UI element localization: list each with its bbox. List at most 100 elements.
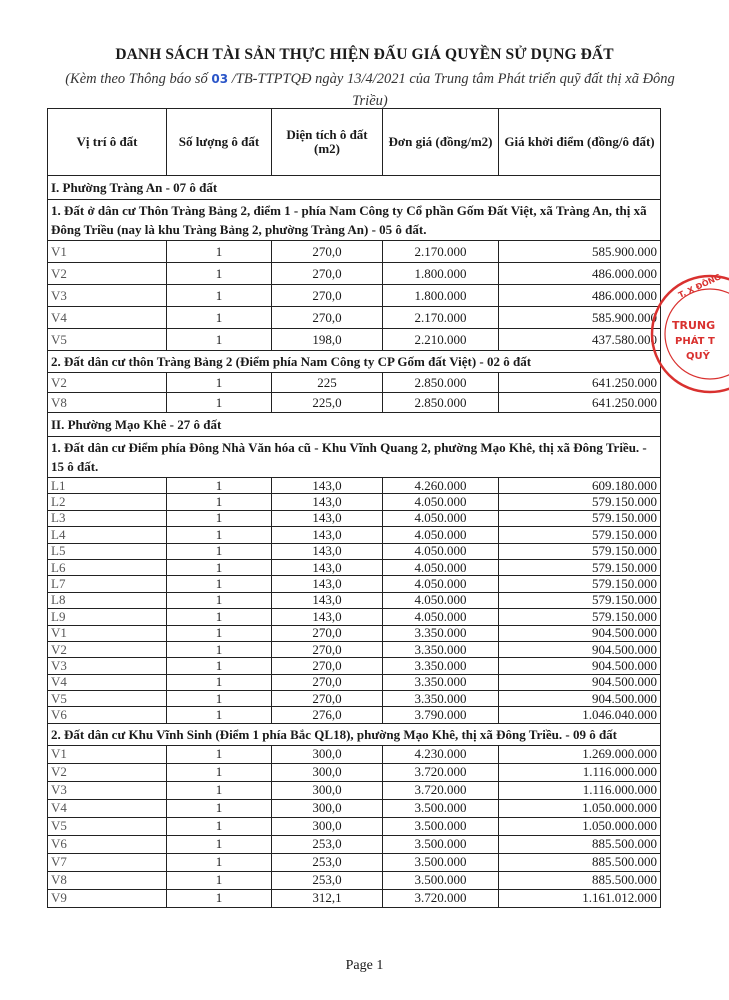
table-row: V4 1 270,0 3.350.000 904.500.000 bbox=[47, 673, 661, 692]
cell-position: V4 bbox=[47, 306, 167, 329]
cell-position: L7 bbox=[47, 575, 167, 593]
notice-number: 03 bbox=[211, 72, 229, 86]
group-title: 2. Đất dân cư thôn Tràng Bảng 2 (Điểm ph… bbox=[47, 350, 661, 373]
cell-area: 143,0 bbox=[271, 526, 383, 544]
cell-quantity: 1 bbox=[166, 328, 272, 351]
cell-quantity: 1 bbox=[166, 608, 272, 626]
cell-quantity: 1 bbox=[166, 284, 272, 307]
cell-quantity: 1 bbox=[166, 780, 272, 800]
cell-quantity: 1 bbox=[166, 816, 272, 836]
cell-position: V8 bbox=[47, 392, 167, 413]
section-title: I. Phường Tràng An - 07 ô đất bbox=[47, 175, 661, 200]
cell-unit-price: 3.720.000 bbox=[382, 762, 499, 782]
cell-area: 270,0 bbox=[271, 240, 383, 263]
cell-quantity: 1 bbox=[166, 262, 272, 285]
cell-unit-price: 4.050.000 bbox=[382, 509, 499, 528]
cell-quantity: 1 bbox=[166, 240, 272, 263]
cell-position: L8 bbox=[47, 591, 167, 610]
cell-area: 143,0 bbox=[271, 476, 383, 495]
cell-position: V2 bbox=[47, 762, 167, 782]
cell-position: V6 bbox=[47, 706, 167, 724]
cell-starting-price: 904.500.000 bbox=[498, 657, 661, 675]
cell-position: L3 bbox=[47, 509, 167, 528]
cell-position: V5 bbox=[47, 690, 167, 708]
cell-unit-price: 3.790.000 bbox=[382, 706, 499, 724]
cell-starting-price: 609.180.000 bbox=[498, 476, 661, 495]
table-row: L2 1 143,0 4.050.000 579.150.000 bbox=[47, 493, 661, 511]
cell-unit-price: 3.500.000 bbox=[382, 852, 499, 872]
table-row: V2 1 300,0 3.720.000 1.116.000.000 bbox=[47, 762, 661, 782]
cell-area: 270,0 bbox=[271, 690, 383, 708]
cell-unit-price: 4.050.000 bbox=[382, 591, 499, 610]
cell-quantity: 1 bbox=[166, 542, 272, 560]
cell-position: L2 bbox=[47, 493, 167, 511]
cell-starting-price: 579.150.000 bbox=[498, 509, 661, 528]
table-row: L3 1 143,0 4.050.000 579.150.000 bbox=[47, 509, 661, 528]
table-row: V1 1 270,0 2.170.000 585.900.000 bbox=[47, 240, 661, 263]
table-row: V6 1 276,0 3.790.000 1.046.040.000 bbox=[47, 706, 661, 724]
cell-starting-price: 885.500.000 bbox=[498, 870, 661, 890]
group-row: 1. Đất ở dân cư Thôn Tràng Bảng 2, điểm … bbox=[47, 199, 661, 241]
cell-area: 300,0 bbox=[271, 816, 383, 836]
cell-quantity: 1 bbox=[166, 744, 272, 764]
cell-unit-price: 4.260.000 bbox=[382, 476, 499, 495]
cell-unit-price: 3.500.000 bbox=[382, 870, 499, 890]
table-row: V1 1 270,0 3.350.000 904.500.000 bbox=[47, 624, 661, 642]
group-title: 1. Đất ở dân cư Thôn Tràng Bảng 2, điểm … bbox=[47, 199, 661, 241]
cell-quantity: 1 bbox=[166, 558, 272, 577]
cell-starting-price: 885.500.000 bbox=[498, 834, 661, 854]
group-title: 2. Đất dân cư Khu Vĩnh Sinh (Điểm 1 phía… bbox=[47, 722, 661, 746]
cell-area: 143,0 bbox=[271, 558, 383, 577]
cell-area: 253,0 bbox=[271, 852, 383, 872]
cell-unit-price: 3.350.000 bbox=[382, 640, 499, 659]
group-row: 2. Đất dân cư Khu Vĩnh Sinh (Điểm 1 phía… bbox=[47, 722, 661, 746]
table-row: V4 1 300,0 3.500.000 1.050.000.000 bbox=[47, 798, 661, 818]
cell-starting-price: 904.500.000 bbox=[498, 690, 661, 708]
cell-unit-price: 3.720.000 bbox=[382, 888, 499, 908]
header-starting-price: Giá khởi điểm (đồng/ô đất) bbox=[498, 108, 661, 176]
cell-area: 143,0 bbox=[271, 591, 383, 610]
cell-starting-price: 1.161.012.000 bbox=[498, 888, 661, 908]
cell-unit-price: 4.050.000 bbox=[382, 542, 499, 560]
cell-starting-price: 579.150.000 bbox=[498, 608, 661, 626]
cell-quantity: 1 bbox=[166, 509, 272, 528]
cell-starting-price: 904.500.000 bbox=[498, 624, 661, 642]
cell-starting-price: 885.500.000 bbox=[498, 852, 661, 872]
table-row: V2 1 225 2.850.000 641.250.000 bbox=[47, 372, 661, 393]
stamp-outer-ring bbox=[650, 274, 729, 394]
cell-area: 270,0 bbox=[271, 657, 383, 675]
cell-quantity: 1 bbox=[166, 888, 272, 908]
cell-unit-price: 1.800.000 bbox=[382, 262, 499, 285]
cell-area: 253,0 bbox=[271, 870, 383, 890]
table-row: V2 1 270,0 3.350.000 904.500.000 bbox=[47, 640, 661, 659]
table-row: L6 1 143,0 4.050.000 579.150.000 bbox=[47, 558, 661, 577]
cell-starting-price: 1.050.000.000 bbox=[498, 798, 661, 818]
table-row: V5 1 300,0 3.500.000 1.050.000.000 bbox=[47, 816, 661, 836]
cell-starting-price: 1.269.000.000 bbox=[498, 744, 661, 764]
stamp-text-2: PHÁT T bbox=[675, 334, 715, 347]
cell-quantity: 1 bbox=[166, 526, 272, 544]
cell-position: V3 bbox=[47, 657, 167, 675]
table-row: V3 1 270,0 1.800.000 486.000.000 bbox=[47, 284, 661, 307]
stamp-text-3: QUỸ bbox=[686, 349, 711, 362]
cell-quantity: 1 bbox=[166, 640, 272, 659]
cell-starting-price: 579.150.000 bbox=[498, 575, 661, 593]
cell-position: V2 bbox=[47, 640, 167, 659]
table-row: L5 1 143,0 4.050.000 579.150.000 bbox=[47, 542, 661, 560]
table-body: I. Phường Tràng An - 07 ô đất 1. Đất ở dâ… bbox=[47, 175, 661, 908]
table-row: V1 1 300,0 4.230.000 1.269.000.000 bbox=[47, 744, 661, 764]
section-title: II. Phường Mạo Khê - 27 ô đất bbox=[47, 412, 661, 437]
cell-starting-price: 486.000.000 bbox=[498, 284, 661, 307]
cell-position: L5 bbox=[47, 542, 167, 560]
subtitle-prefix: (Kèm theo Thông báo số bbox=[65, 71, 212, 87]
cell-position: V1 bbox=[47, 624, 167, 642]
table-row: V8 1 253,0 3.500.000 885.500.000 bbox=[47, 870, 661, 890]
cell-unit-price: 4.230.000 bbox=[382, 744, 499, 764]
cell-position: L9 bbox=[47, 608, 167, 626]
table-row: L9 1 143,0 4.050.000 579.150.000 bbox=[47, 608, 661, 626]
cell-quantity: 1 bbox=[166, 575, 272, 593]
cell-quantity: 1 bbox=[166, 657, 272, 675]
cell-position: V1 bbox=[47, 744, 167, 764]
table-row: V2 1 270,0 1.800.000 486.000.000 bbox=[47, 262, 661, 285]
table-row: V7 1 253,0 3.500.000 885.500.000 bbox=[47, 852, 661, 872]
